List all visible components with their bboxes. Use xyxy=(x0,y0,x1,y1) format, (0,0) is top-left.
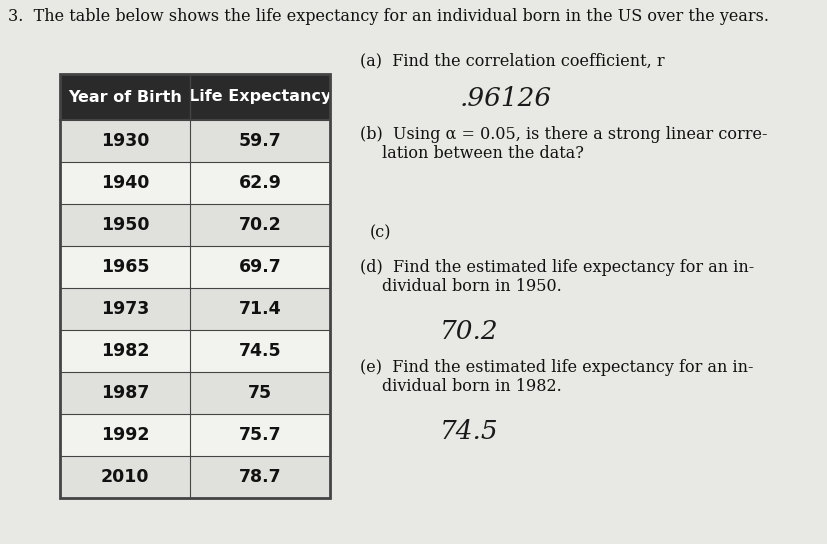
Text: 59.7: 59.7 xyxy=(238,132,281,150)
Text: 75.7: 75.7 xyxy=(238,426,281,444)
Bar xyxy=(60,120,330,162)
Bar xyxy=(60,372,330,414)
Text: 1950: 1950 xyxy=(101,216,149,234)
Text: dividual born in 1950.: dividual born in 1950. xyxy=(381,278,561,295)
Bar xyxy=(60,414,330,456)
Text: (b)  Using α = 0.05, is there a strong linear corre-: (b) Using α = 0.05, is there a strong li… xyxy=(360,126,767,143)
Text: 1982: 1982 xyxy=(101,342,149,360)
Bar xyxy=(60,74,330,120)
Bar xyxy=(60,456,330,498)
Text: 75: 75 xyxy=(247,384,272,402)
Text: 1973: 1973 xyxy=(101,300,149,318)
Text: lation between the data?: lation between the data? xyxy=(381,145,583,162)
Text: 69.7: 69.7 xyxy=(238,258,281,276)
Text: 71.4: 71.4 xyxy=(238,300,281,318)
Text: 78.7: 78.7 xyxy=(238,468,281,486)
Text: 1987: 1987 xyxy=(101,384,149,402)
Text: 70.2: 70.2 xyxy=(238,216,281,234)
Text: 1930: 1930 xyxy=(101,132,149,150)
Text: Life Expectancy: Life Expectancy xyxy=(189,90,331,104)
Text: Year of Birth: Year of Birth xyxy=(68,90,182,104)
Text: 1940: 1940 xyxy=(101,174,149,192)
Text: 2010: 2010 xyxy=(101,468,149,486)
Text: (c): (c) xyxy=(370,224,391,241)
Bar xyxy=(60,204,330,246)
Text: 70.2: 70.2 xyxy=(439,319,498,344)
Bar xyxy=(60,74,330,498)
Text: .96126: .96126 xyxy=(460,86,552,111)
Text: 3.  The table below shows the life expectancy for an individual born in the US o: 3. The table below shows the life expect… xyxy=(8,8,768,25)
Text: 74.5: 74.5 xyxy=(439,419,498,444)
Bar xyxy=(60,162,330,204)
Text: 62.9: 62.9 xyxy=(238,174,281,192)
Text: (e)  Find the estimated life expectancy for an in-: (e) Find the estimated life expectancy f… xyxy=(360,359,753,376)
Text: dividual born in 1982.: dividual born in 1982. xyxy=(381,378,561,395)
Text: (d)  Find the estimated life expectancy for an in-: (d) Find the estimated life expectancy f… xyxy=(360,259,753,276)
Text: (a)  Find the correlation coefficient, r: (a) Find the correlation coefficient, r xyxy=(360,52,664,69)
Bar xyxy=(60,330,330,372)
Bar xyxy=(60,246,330,288)
Text: 74.5: 74.5 xyxy=(238,342,281,360)
Bar xyxy=(60,288,330,330)
Text: 1965: 1965 xyxy=(101,258,149,276)
Text: 1992: 1992 xyxy=(101,426,149,444)
